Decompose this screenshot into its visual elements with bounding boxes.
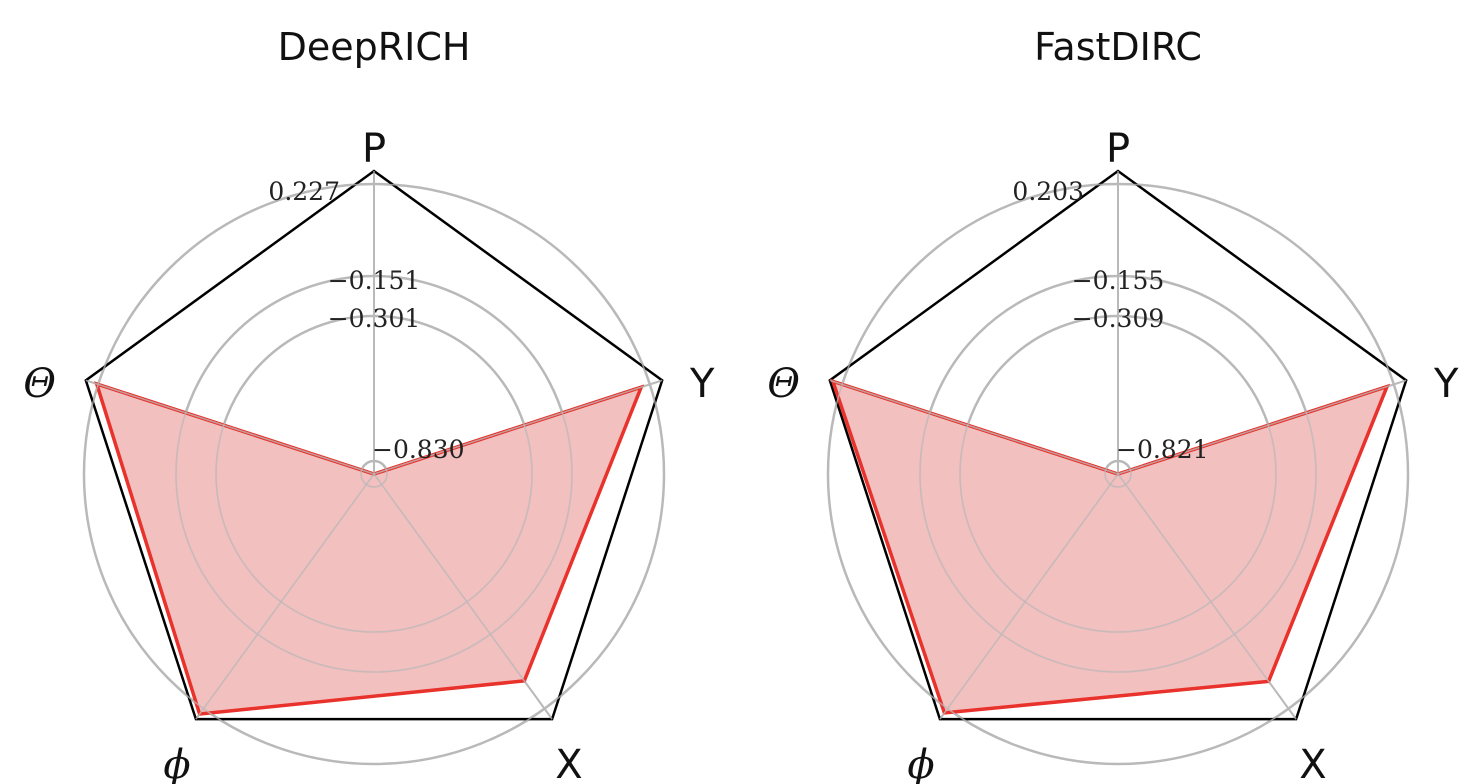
grid-ring-overlay xyxy=(175,275,573,673)
grid-spoke-overlay xyxy=(373,473,553,720)
ring-tick-label: −0.151 xyxy=(328,266,421,295)
grid-spoke-overlay xyxy=(829,379,1119,475)
grid-ring-overlay xyxy=(919,275,1317,673)
grid-spoke-overlay xyxy=(85,379,375,475)
radar-frame xyxy=(84,169,664,721)
grid-spoke-overlay xyxy=(195,473,375,720)
grid-ring-overlay xyxy=(360,460,388,488)
axis-label: ϕ xyxy=(907,742,934,784)
ring-tick-label: 0.227 xyxy=(268,177,340,206)
grid-spoke-overlay xyxy=(939,473,1119,720)
axis-label: Y xyxy=(1433,361,1459,407)
axis-label: P xyxy=(1106,126,1130,172)
axis-label: X xyxy=(1299,742,1326,784)
chart-title: FastDIRC xyxy=(1034,25,1202,69)
axis-label: P xyxy=(362,126,386,172)
radar-chart-2: FastDIRC 0.203 −0.155 −0.309 −0.821 P Y Xϕ Θ xyxy=(767,25,1459,784)
ring-tick-label: −0.155 xyxy=(1072,266,1165,295)
ring-tick-label: −0.830 xyxy=(372,435,465,464)
radar-chart-1: DeepRICH 0.227 −0.151 −0.301 −0.830 P Y Xϕ Θ xyxy=(23,25,715,784)
grid-ring-overlay xyxy=(827,183,1409,765)
ring-tick-label: −0.309 xyxy=(1072,304,1165,333)
axis-label: X xyxy=(555,742,582,784)
chart-title: DeepRICH xyxy=(278,25,471,69)
axis-label: Θ xyxy=(23,361,56,407)
series-area xyxy=(96,383,642,715)
grid-spoke-overlay xyxy=(1117,379,1407,475)
axis-label: Θ xyxy=(767,361,800,407)
ring-tick-label: 0.203 xyxy=(1012,177,1084,206)
grid-spoke-overlay xyxy=(373,379,663,475)
ring-tick-label: −0.821 xyxy=(1116,435,1209,464)
grid-ring-overlay xyxy=(1104,460,1132,488)
ring-tick-label: −0.301 xyxy=(328,304,421,333)
grid-ring-overlay xyxy=(959,315,1277,633)
grid-ring-overlay xyxy=(83,183,665,765)
radar-frame xyxy=(828,169,1408,721)
series-area xyxy=(832,381,1388,713)
grid-ring-overlay xyxy=(215,315,533,633)
axis-label: Y xyxy=(689,361,715,407)
axis-label: ϕ xyxy=(163,742,190,784)
grid-spoke-overlay xyxy=(1117,473,1297,720)
